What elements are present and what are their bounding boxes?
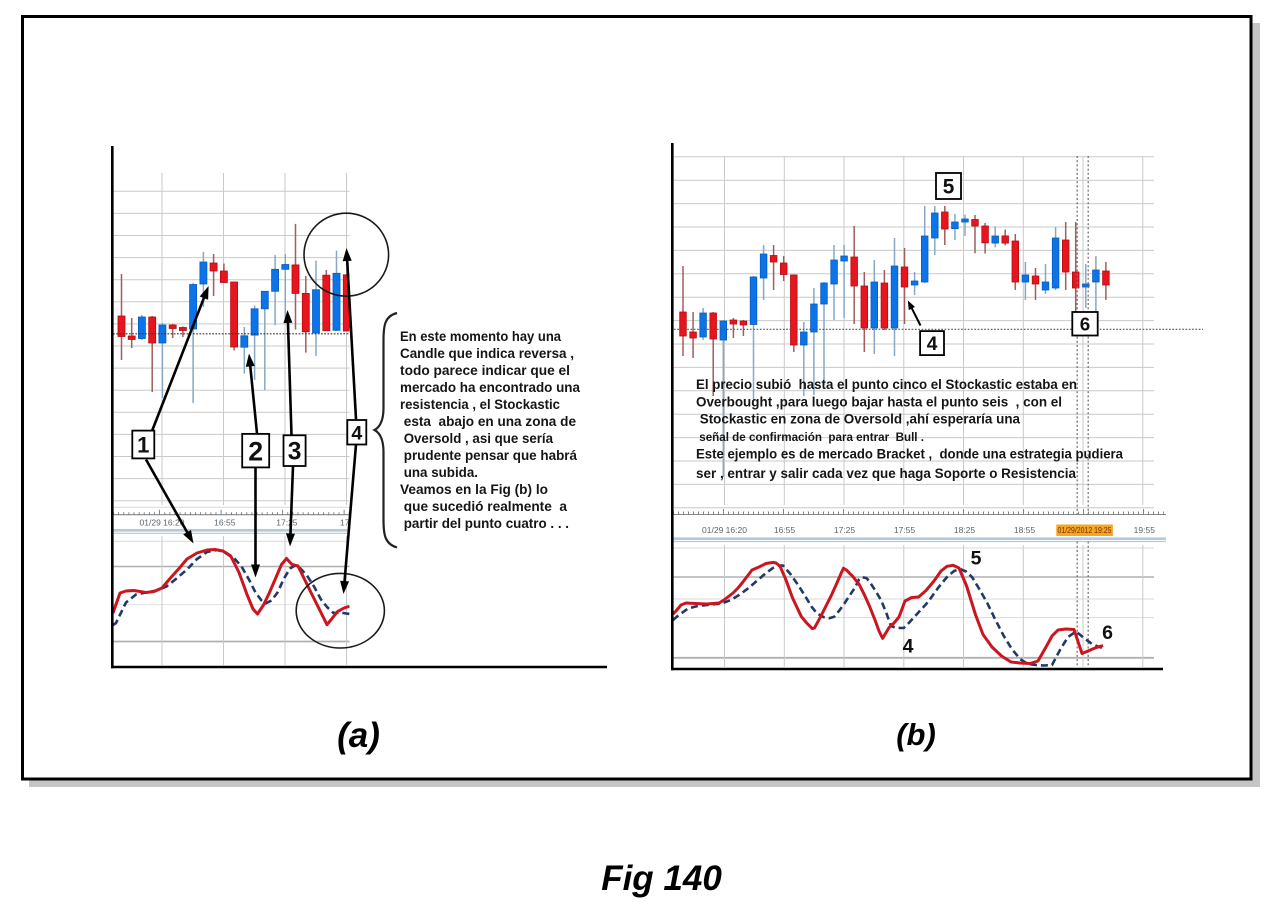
svg-text:partir del punto cuatro . . .: partir del punto cuatro . . .	[400, 516, 569, 531]
svg-text:18:55: 18:55	[1014, 525, 1036, 535]
svg-text:señal de confirmación para en: señal de confirmación para entrar Bull .	[696, 430, 924, 444]
svg-text:6: 6	[1102, 622, 1113, 644]
svg-text:3: 3	[288, 439, 302, 466]
svg-text:5: 5	[943, 176, 955, 199]
svg-text:En este momento hay una: En este momento hay una	[400, 329, 561, 344]
svg-text:Stockastic en zona de Oversold: Stockastic en zona de Oversold ,ahí espe…	[696, 412, 1020, 427]
svg-text:17:55: 17:55	[894, 525, 916, 535]
svg-text:una subida.: una subida.	[400, 465, 478, 480]
svg-text:todo parece indicar que el: todo parece indicar que el	[400, 363, 570, 378]
svg-text:01/29 16:20: 01/29 16:20	[140, 518, 185, 528]
svg-text:2: 2	[248, 436, 263, 466]
svg-text:(b): (b)	[896, 717, 936, 752]
svg-text:1: 1	[137, 433, 149, 458]
svg-text:18:25: 18:25	[954, 525, 976, 535]
svg-text:19:55: 19:55	[1134, 525, 1156, 535]
svg-text:esta abajo en una zona de: esta abajo en una zona de	[400, 414, 576, 429]
svg-text:17:25: 17:25	[834, 525, 856, 535]
svg-text:Overbought ,para luego bajar h: Overbought ,para luego bajar hasta el pu…	[696, 395, 1062, 410]
svg-text:Este ejemplo es de mercado Bra: Este ejemplo es de mercado Bracket , don…	[696, 447, 1123, 462]
svg-text:4: 4	[351, 422, 362, 444]
svg-text:4: 4	[927, 334, 938, 355]
svg-text:ser , entrar y salir cada vez: ser , entrar y salir cada vez que haga S…	[696, 466, 1076, 481]
svg-text:17:5: 17:5	[340, 518, 357, 528]
svg-text:16:55: 16:55	[774, 525, 796, 535]
svg-text:5: 5	[971, 548, 982, 570]
svg-text:resistencia , el Stockastic: resistencia , el Stockastic	[400, 397, 560, 412]
svg-text:Oversold , asi que sería: Oversold , asi que sería	[400, 431, 553, 446]
svg-text:4: 4	[903, 636, 914, 658]
svg-text:El precio subió hasta el punt: El precio subió hasta el punto cinco el …	[696, 377, 1077, 392]
svg-text:16:55: 16:55	[214, 518, 236, 528]
svg-text:01/29 16:20: 01/29 16:20	[702, 525, 747, 535]
svg-text:6: 6	[1080, 314, 1090, 335]
svg-text:Veamos en la Fig (b) lo: Veamos en la Fig (b) lo	[400, 482, 548, 497]
svg-text:01/29/2012 19:25: 01/29/2012 19:25	[1058, 525, 1112, 535]
svg-text:Fig 140: Fig 140	[601, 859, 722, 898]
svg-text:Candle que indica reversa ,: Candle que indica reversa ,	[400, 346, 574, 361]
svg-text:17:25: 17:25	[276, 518, 298, 528]
svg-text:que sucedió realmente a: que sucedió realmente a	[400, 499, 567, 514]
svg-text:prudente pensar que habrá: prudente pensar que habrá	[400, 448, 577, 463]
svg-text:(a): (a)	[337, 716, 380, 755]
svg-text:mercado ha encontrado una: mercado ha encontrado una	[400, 380, 580, 395]
